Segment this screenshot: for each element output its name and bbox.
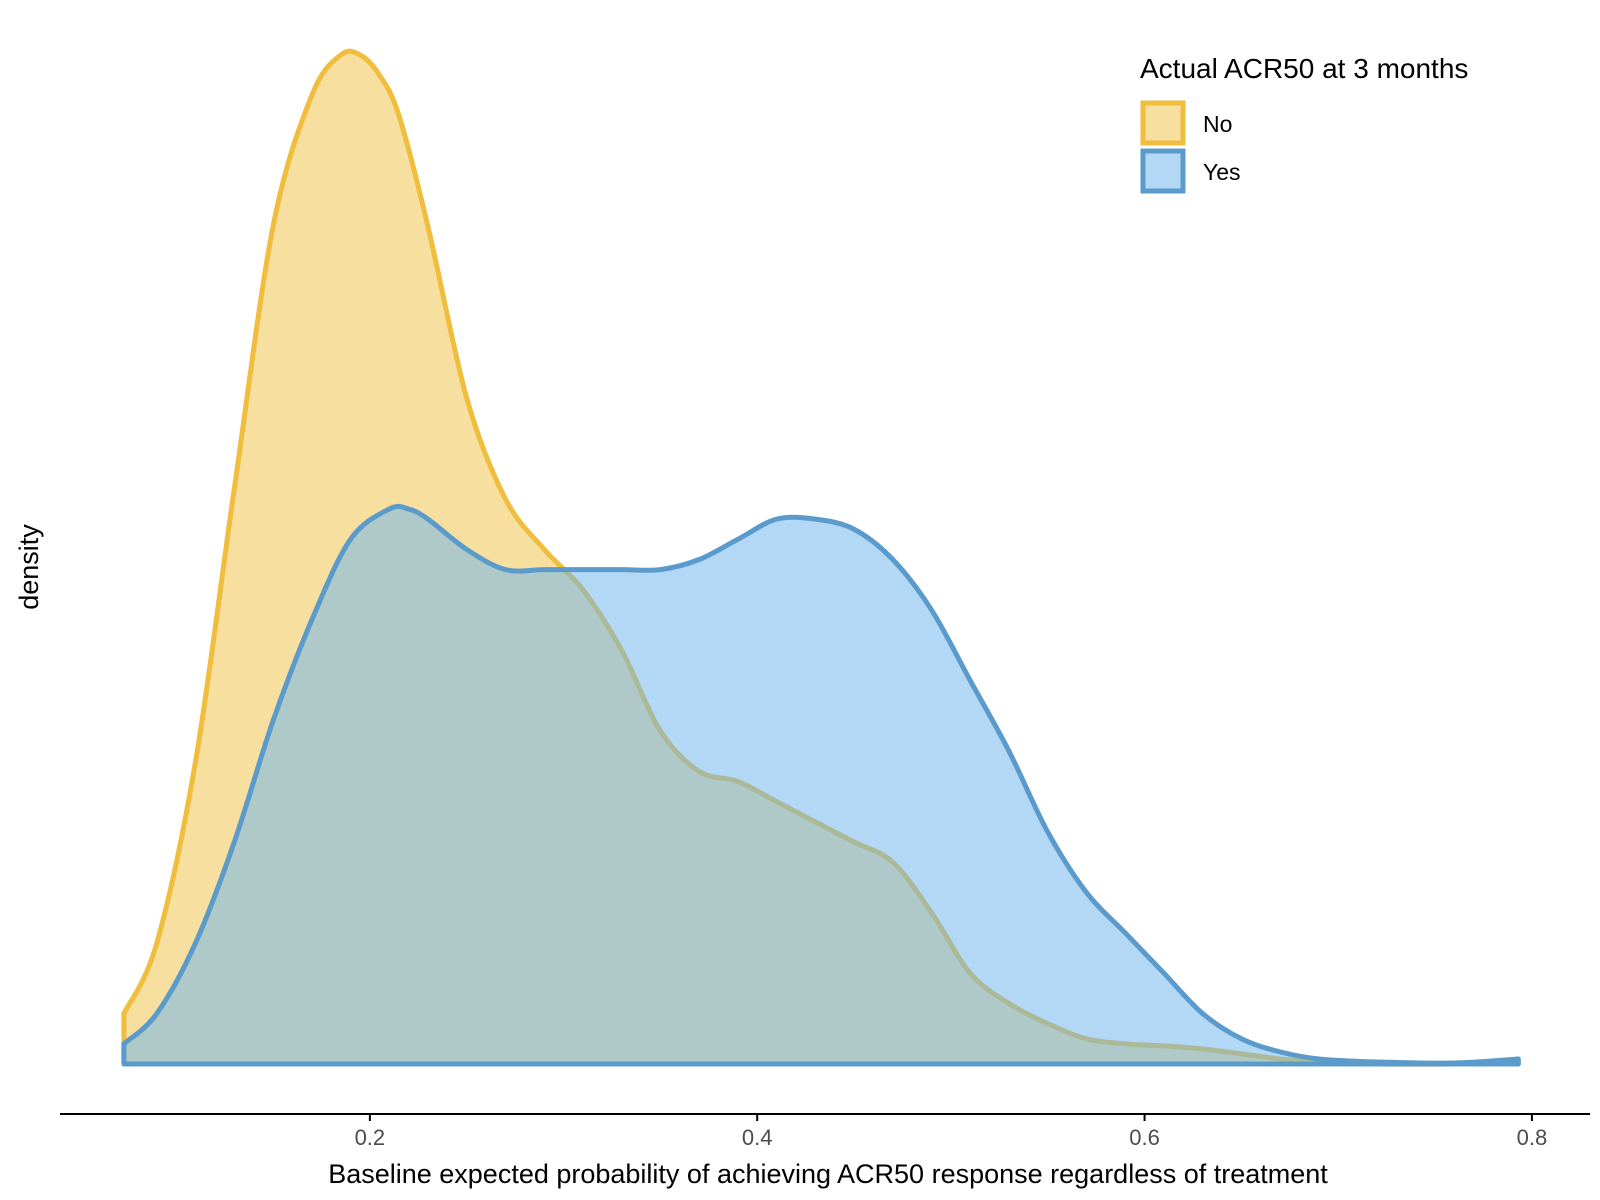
legend-title: Actual ACR50 at 3 months	[1140, 53, 1468, 84]
plot-area	[121, 48, 1521, 1067]
density-line-yes	[121, 503, 1521, 1067]
x-tick-label: 0.6	[1129, 1125, 1160, 1150]
x-tick-label: 0.2	[355, 1125, 386, 1150]
x-axis: 0.2 0.4 0.6 0.8	[60, 1113, 1590, 1150]
x-tick-label: 0.4	[742, 1125, 773, 1150]
x-axis-title: Baseline expected probability of achievi…	[328, 1159, 1328, 1189]
legend-label-no: No	[1203, 111, 1232, 137]
legend: Actual ACR50 at 3 months No Yes	[1140, 53, 1468, 194]
density-area-yes	[123, 506, 1519, 1064]
legend-label-yes: Yes	[1203, 159, 1241, 185]
x-tick-label: 0.8	[1517, 1125, 1548, 1150]
legend-key-no	[1140, 100, 1186, 146]
y-axis-title: density	[14, 524, 44, 610]
legend-key-yes	[1140, 148, 1186, 194]
